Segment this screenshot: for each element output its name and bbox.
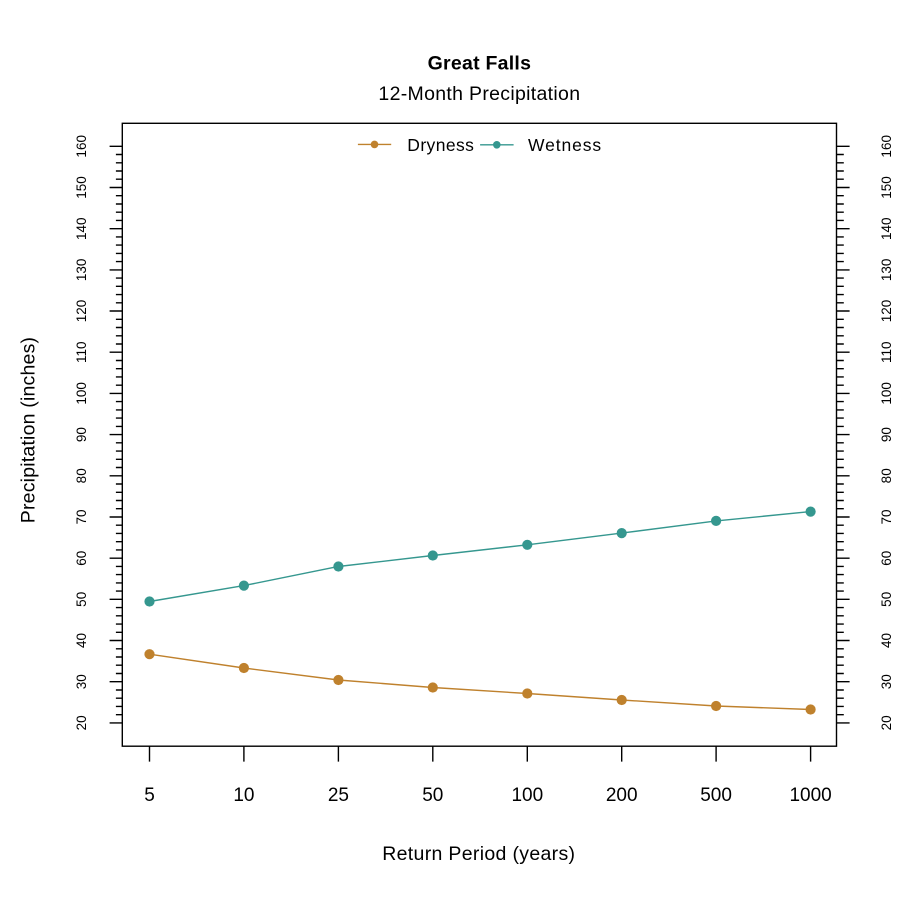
svg-text:Return Period (years): Return Period (years)	[382, 843, 575, 865]
svg-text:60: 60	[74, 551, 89, 566]
svg-text:30: 30	[879, 674, 894, 689]
svg-text:100: 100	[511, 785, 543, 806]
svg-text:130: 130	[74, 259, 89, 282]
svg-text:Great Falls: Great Falls	[428, 53, 532, 75]
svg-text:Precipitation (inches): Precipitation (inches)	[18, 337, 40, 523]
svg-text:50: 50	[879, 592, 894, 607]
svg-text:90: 90	[74, 427, 89, 442]
svg-text:140: 140	[879, 217, 894, 240]
svg-text:160: 160	[879, 135, 894, 158]
svg-text:Dryness: Dryness	[407, 135, 474, 155]
svg-text:80: 80	[74, 468, 89, 483]
svg-text:10: 10	[233, 785, 254, 806]
svg-text:200: 200	[606, 785, 638, 806]
svg-text:80: 80	[879, 468, 894, 483]
svg-text:130: 130	[879, 259, 894, 282]
svg-text:40: 40	[74, 633, 89, 648]
svg-text:20: 20	[74, 715, 89, 730]
svg-text:Wetness: Wetness	[528, 135, 602, 155]
svg-text:25: 25	[328, 785, 349, 806]
svg-text:500: 500	[700, 785, 732, 806]
svg-text:70: 70	[74, 509, 89, 524]
svg-text:150: 150	[74, 176, 89, 199]
svg-text:30: 30	[74, 674, 89, 689]
svg-text:1000: 1000	[789, 785, 831, 806]
svg-text:120: 120	[879, 300, 894, 323]
svg-text:12-Month Precipitation: 12-Month Precipitation	[378, 83, 580, 105]
svg-text:5: 5	[144, 785, 155, 806]
svg-text:140: 140	[74, 217, 89, 240]
svg-text:50: 50	[74, 592, 89, 607]
svg-text:40: 40	[879, 633, 894, 648]
svg-text:100: 100	[879, 382, 894, 405]
svg-text:90: 90	[879, 427, 894, 442]
svg-text:120: 120	[74, 300, 89, 323]
svg-text:50: 50	[422, 785, 443, 806]
svg-text:150: 150	[879, 176, 894, 199]
svg-text:110: 110	[879, 341, 894, 363]
svg-text:60: 60	[879, 551, 894, 566]
svg-text:160: 160	[74, 135, 89, 158]
svg-text:100: 100	[74, 382, 89, 405]
svg-text:20: 20	[879, 715, 894, 730]
svg-text:110: 110	[74, 341, 89, 363]
svg-text:70: 70	[879, 509, 894, 524]
